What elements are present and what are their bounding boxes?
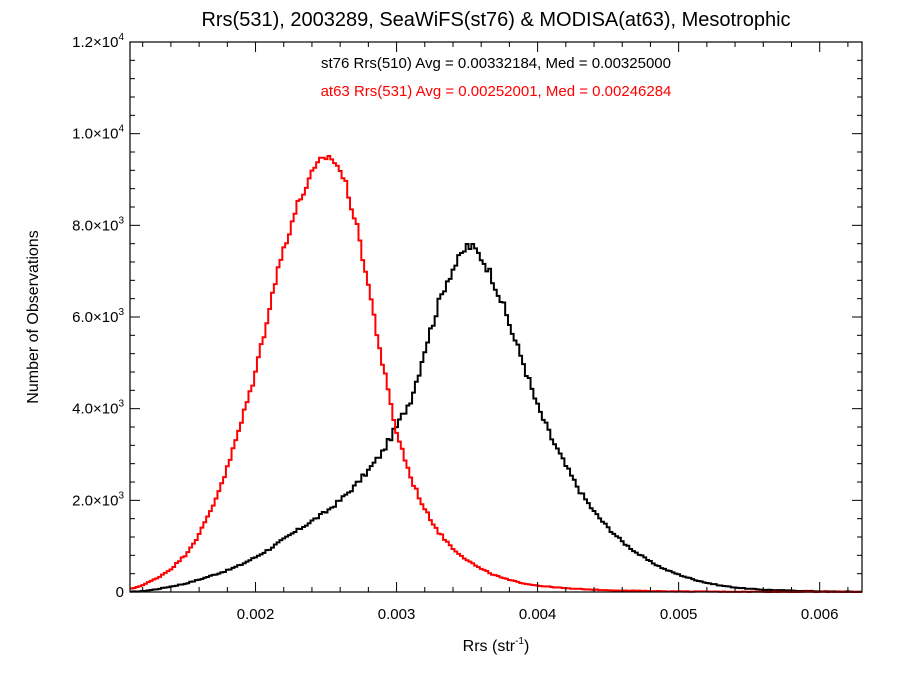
x-tick-label: 0.002: [237, 606, 275, 623]
x-tick-label: 0.004: [519, 606, 557, 623]
annotation-st76: st76 Rrs(510) Avg = 0.00332184, Med = 0.…: [321, 55, 671, 72]
series-layer: [130, 155, 862, 593]
x-tick-label: 0.006: [801, 606, 839, 623]
plot-frame: [129, 41, 863, 593]
annotation-at63: at63 Rrs(531) Avg = 0.00252001, Med = 0.…: [321, 83, 672, 100]
x-tick-label: 0.005: [660, 606, 698, 623]
histogram-series-2: [130, 155, 862, 593]
y-tick-label: 1.0×104: [72, 124, 124, 143]
chart-title: Rrs(531), 2003289, SeaWiFS(st76) & MODIS…: [201, 9, 790, 31]
y-tick-label: 0: [116, 584, 124, 601]
histogram-series-1: [130, 242, 862, 593]
x-axis-label-main: Rrs (str: [463, 638, 516, 655]
y-axis-label: Number of Observations: [25, 230, 42, 403]
x-axis-label-close: ): [524, 638, 529, 655]
ticks-layer: 0.002 0.003 0.004 0.005 0.006 0 2.0×103 4.0×103…: [72, 32, 862, 623]
y-tick-label: 4.0×103: [72, 399, 124, 418]
x-tick-label: 0.003: [378, 606, 416, 623]
x-axis-label-sup: -1: [515, 636, 524, 647]
y-tick-label: 1.2×104: [72, 32, 124, 51]
x-axis-label: Rrs (str-1): [463, 636, 530, 655]
y-tick-label: 8.0×103: [72, 215, 124, 234]
y-tick-label: 6.0×103: [72, 307, 124, 326]
y-tick-label: 2.0×103: [72, 490, 124, 509]
